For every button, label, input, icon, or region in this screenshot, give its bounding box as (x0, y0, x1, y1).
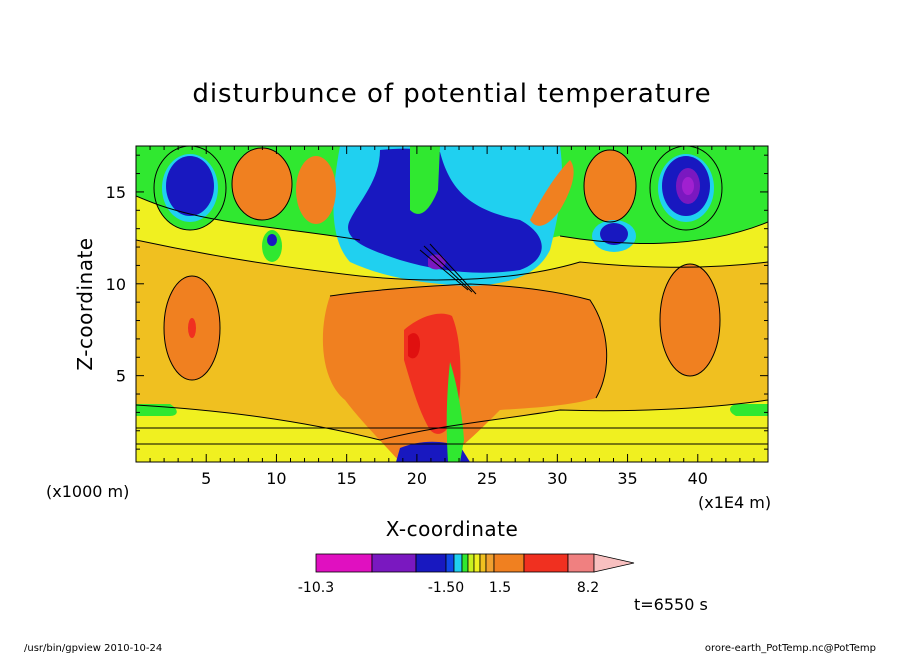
colorbar-bin (467, 553, 475, 573)
bottom-green-column (446, 362, 464, 462)
colorbar-bin (485, 553, 495, 573)
colorbar-bin (453, 553, 463, 573)
x-tick-label: 25 (477, 469, 497, 488)
time-label: t=6550 s (634, 595, 708, 614)
contour-lines (136, 146, 768, 445)
x-axis: 5 10 15 20 25 30 35 40 (149, 146, 755, 488)
upper-right-orange-streak (530, 160, 574, 226)
y-axis: 5 10 15 (106, 154, 768, 450)
colorbar-bin (493, 553, 525, 573)
green-streak-center (410, 146, 440, 214)
lower-right-green-stripe (730, 404, 768, 416)
colorbar-bin (461, 553, 469, 573)
colorbar-bin (415, 553, 447, 573)
upper-left-orange-cell (232, 148, 292, 220)
x-tick-label: 35 (617, 469, 637, 488)
plot-frame (135, 145, 769, 463)
colorbar-bin (445, 553, 455, 573)
upper-right-orange-cell (584, 150, 636, 222)
colorbar-label: -1.50 (428, 580, 464, 596)
right-small-blue (600, 223, 628, 245)
x-tick-label: 5 (201, 469, 211, 488)
colorbar-bin (315, 553, 373, 573)
colorbar (315, 553, 635, 573)
chart-title: disturbunce of potential temperature (192, 79, 711, 109)
colorbar-label: 1.5 (489, 580, 511, 596)
y-axis-label: Z-coordinate (73, 237, 97, 370)
colorbar-extension (593, 553, 635, 573)
right-orange-oval (660, 264, 720, 376)
upper-mid-orange-cell (296, 156, 336, 224)
colorbar-bin (567, 553, 595, 573)
colorbar-label: 8.2 (577, 580, 599, 596)
footer-left: /usr/bin/gpview 2010-10-24 (24, 643, 162, 654)
central-orange-region (322, 284, 607, 462)
x-tick-label: 20 (407, 469, 427, 488)
x-tick-label: 40 (688, 469, 708, 488)
x-unit-right-label: (x1E4 m) (698, 493, 771, 512)
right-magenta-core (682, 177, 694, 195)
footer-right: orore-earth_PotTemp.nc@PotTemp (705, 643, 876, 654)
left-blue-spot (267, 234, 277, 246)
central-red-spot (408, 333, 420, 359)
x-unit-left-label: (x1000 m) (46, 482, 129, 501)
plot-area (136, 146, 768, 462)
x-tick-label: 15 (336, 469, 356, 488)
y-tick-label: 10 (106, 275, 126, 294)
x-axis-label: X-coordinate (386, 517, 519, 541)
colorbar-bin (479, 553, 487, 573)
purple-core-center (428, 254, 446, 270)
left-orange-oval-core (188, 318, 196, 338)
colorbar-bin (523, 553, 569, 573)
x-tick-label: 30 (547, 469, 567, 488)
left-blue-cell (166, 156, 214, 216)
y-tick-label: 5 (116, 367, 126, 386)
colorbar-label: -10.3 (298, 580, 334, 596)
colorbar-bin (371, 553, 417, 573)
upper-blue-plume (348, 148, 542, 273)
y-tick-label: 15 (106, 183, 126, 202)
x-tick-label: 10 (266, 469, 286, 488)
colorbar-bin (473, 553, 481, 573)
colorbar-labels: -10.3 -1.50 1.5 8.2 (298, 580, 599, 596)
upper-yellow-band (136, 196, 768, 280)
